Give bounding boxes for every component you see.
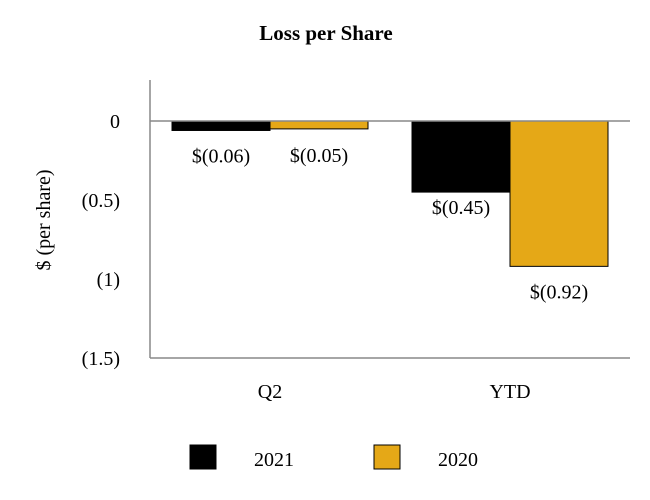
legend-swatch-2020 [373, 444, 401, 470]
legend-label-2021: 2021 [254, 449, 294, 471]
x-category-label: Q2 [258, 381, 282, 403]
bar-2020-ytd [509, 120, 609, 267]
bar-2021-ytd [411, 120, 511, 193]
bar-2021-q2 [171, 120, 271, 131]
data-label-2021-q2: $(0.06) [192, 145, 250, 167]
data-label-2021-ytd: $(0.45) [432, 197, 490, 219]
data-label-2020-ytd: $(0.92) [530, 281, 588, 303]
y-tick-label: (0.5) [82, 190, 120, 212]
y-tick-label: (1) [97, 269, 120, 291]
legend-label-2020: 2020 [438, 449, 478, 471]
legend: 2021 2020 [189, 444, 478, 471]
y-tick-label: (1.5) [82, 348, 120, 370]
y-axis-label: $ (per share) [33, 169, 55, 270]
x-category-label: YTD [489, 381, 530, 403]
y-tick-label: 0 [110, 111, 120, 133]
plot-area: 0 (0.5) (1) (1.5) $(0.06) $(0.05) Q2 $(0.45) $(0… [82, 80, 630, 403]
chart-title: Loss per Share [259, 21, 392, 45]
data-label-2020-q2: $(0.05) [290, 145, 348, 167]
legend-swatch-2021 [189, 444, 217, 470]
bar-2020-q2 [269, 120, 369, 130]
